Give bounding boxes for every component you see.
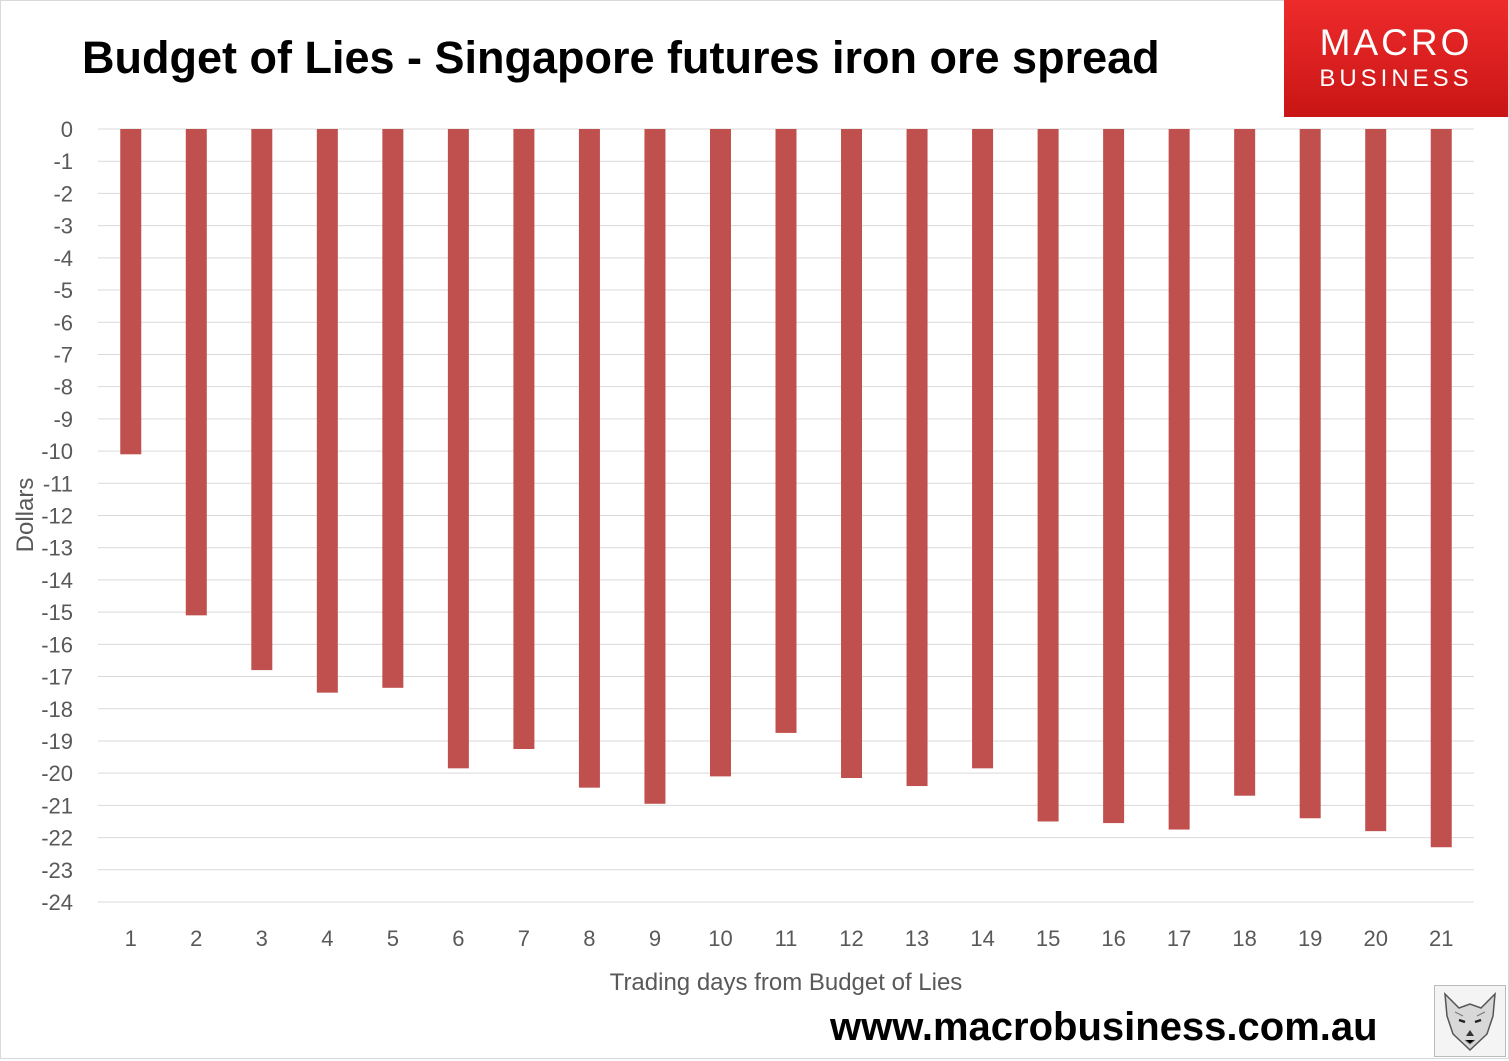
x-tick-label: 15 (1036, 926, 1060, 951)
y-tick-label: -21 (41, 793, 73, 818)
bar-day-17 (1168, 129, 1190, 830)
x-tick-label: 7 (518, 926, 530, 951)
y-tick-label: -9 (53, 407, 73, 432)
x-tick-label: 9 (649, 926, 661, 951)
bar-day-15 (1037, 129, 1059, 822)
y-tick-label: -4 (53, 246, 73, 271)
bar-day-16 (1103, 129, 1125, 824)
y-tick-label: -2 (53, 181, 73, 206)
bar-day-7 (513, 129, 535, 750)
y-tick-label: -6 (53, 310, 73, 335)
y-tick-label: -1 (53, 149, 73, 174)
bar-day-4 (316, 129, 338, 693)
y-tick-label: -8 (53, 375, 73, 400)
bar-day-11 (775, 129, 797, 733)
bar-chart: 0 -1 -2 -3 -4 -5 -6 -7 -8 -9 -10 -11 -12 -13 -14 -15 -16… (12, 117, 1474, 996)
x-tick-label: 6 (452, 926, 464, 951)
x-tick-label: 13 (905, 926, 929, 951)
y-tick-label: -17 (41, 665, 73, 690)
x-tick-label: 10 (708, 926, 732, 951)
y-tick-label: -24 (41, 890, 73, 915)
macrobusiness-logo: MACRO BUSINESS (1284, 0, 1508, 117)
x-tick-label: 12 (839, 926, 863, 951)
x-tick-label: 17 (1167, 926, 1191, 951)
y-tick-label: -10 (41, 439, 73, 464)
wolf-icon (1434, 985, 1506, 1057)
x-tick-label: 14 (970, 926, 994, 951)
bars (120, 129, 1452, 848)
bar-day-9 (644, 129, 666, 804)
y-tick-label: -18 (41, 697, 73, 722)
x-tick-label: 4 (321, 926, 333, 951)
bar-day-20 (1365, 129, 1387, 832)
y-tick-label: -14 (41, 568, 73, 593)
bar-day-10 (709, 129, 731, 777)
chart-title: Budget of Lies - Singapore futures iron … (82, 32, 1160, 83)
y-tick-label: -22 (41, 826, 73, 851)
bar-day-2 (185, 129, 207, 616)
y-tick-label: -7 (53, 342, 73, 367)
y-tick-label: 0 (61, 117, 73, 142)
y-axis-title: Dollars (12, 478, 39, 553)
bar-day-21 (1430, 129, 1452, 848)
logo-business-text: BUSINESS (1319, 65, 1473, 92)
bar-day-12 (841, 129, 863, 778)
y-tick-label: -20 (41, 761, 73, 786)
bar-day-6 (447, 129, 469, 769)
y-tick-label: -13 (41, 536, 73, 561)
bar-day-14 (972, 129, 994, 769)
bar-day-8 (578, 129, 600, 788)
y-axis-tick-labels: 0 -1 -2 -3 -4 -5 -6 -7 -8 -9 -10 -11 -12 -13 -14 -15 -16… (41, 117, 73, 915)
y-tick-label: -19 (41, 729, 73, 754)
y-tick-label: -3 (53, 214, 73, 239)
y-tick-label: -5 (53, 278, 73, 303)
bar-day-13 (906, 129, 928, 787)
x-tick-label: 1 (125, 926, 137, 951)
y-tick-label: -11 (43, 471, 73, 496)
bar-day-3 (251, 129, 273, 671)
x-axis-tick-labels: 1 2 3 4 5 6 7 8 9 10 11 12 13 14 15 16 17 18 19 20 21 (125, 926, 1454, 951)
x-tick-label: 16 (1101, 926, 1125, 951)
bar-day-1 (120, 129, 142, 455)
logo-macro-text: MACRO (1319, 22, 1473, 63)
bar-day-18 (1234, 129, 1256, 796)
bar-day-19 (1299, 129, 1321, 819)
y-tick-label: -16 (41, 632, 73, 657)
x-axis-title: Trading days from Budget of Lies (610, 969, 963, 996)
y-tick-label: -12 (41, 504, 73, 529)
x-tick-label: 11 (775, 926, 798, 951)
x-tick-label: 5 (387, 926, 399, 951)
y-tick-label: -23 (41, 858, 73, 883)
x-tick-label: 21 (1429, 926, 1453, 951)
x-tick-label: 18 (1232, 926, 1256, 951)
x-tick-label: 3 (256, 926, 268, 951)
x-tick-label: 20 (1363, 926, 1387, 951)
x-tick-label: 19 (1298, 926, 1322, 951)
y-tick-label: -15 (41, 600, 73, 625)
bar-day-5 (382, 129, 404, 688)
website-url: www.macrobusiness.com.au (830, 1005, 1378, 1049)
x-tick-label: 8 (583, 926, 595, 951)
x-tick-label: 2 (190, 926, 202, 951)
